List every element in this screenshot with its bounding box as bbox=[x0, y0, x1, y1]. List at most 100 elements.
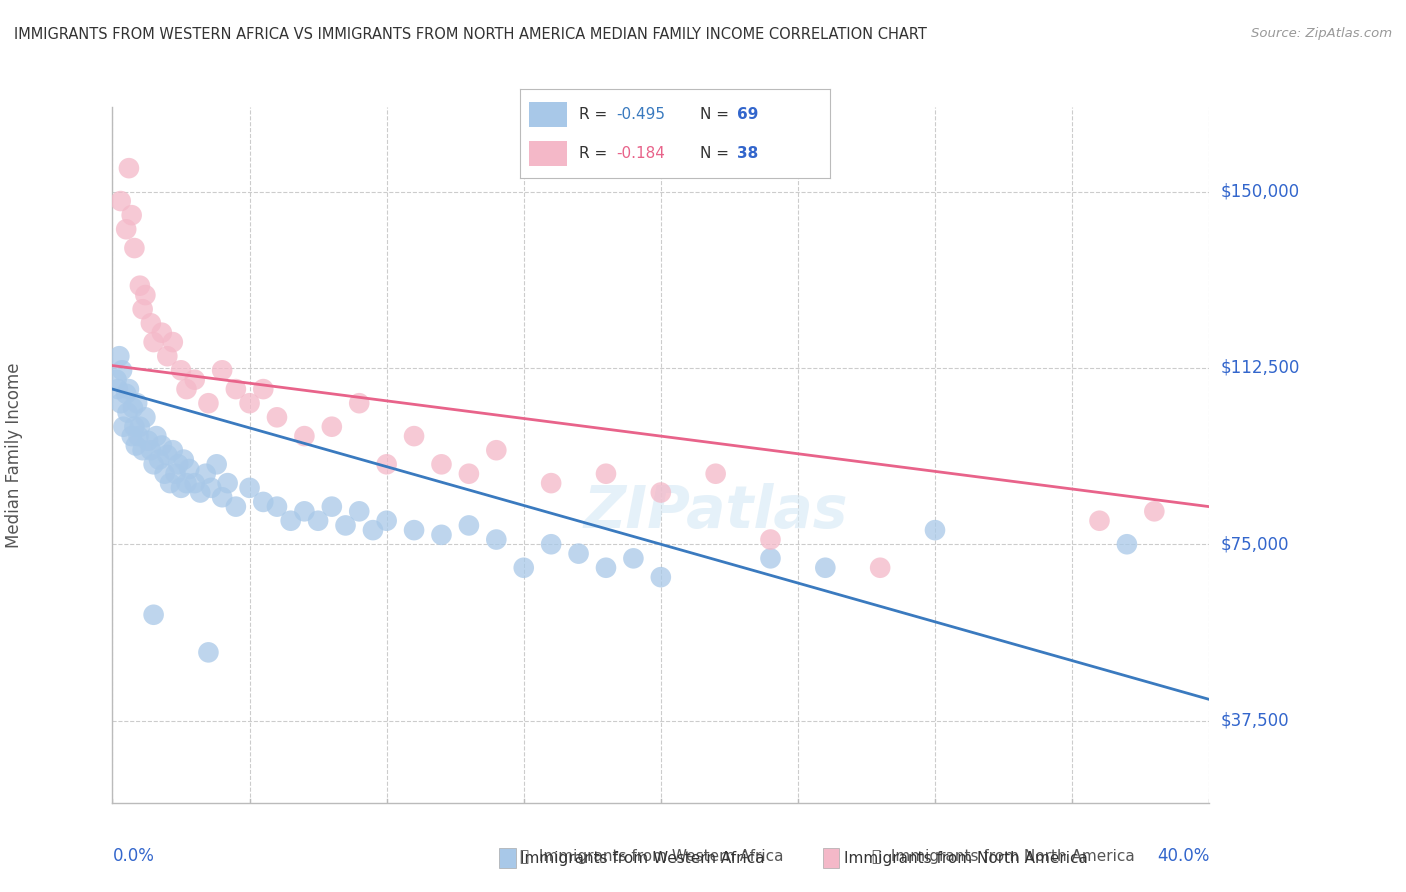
Point bbox=[1143, 504, 1166, 518]
Point bbox=[156, 349, 179, 363]
Point bbox=[105, 373, 128, 387]
Point bbox=[595, 560, 617, 574]
Point bbox=[225, 500, 247, 514]
Point bbox=[127, 396, 149, 410]
Text: IMMIGRANTS FROM WESTERN AFRICA VS IMMIGRANTS FROM NORTH AMERICA MEDIAN FAMILY IN: IMMIGRANTS FROM WESTERN AFRICA VS IMMIGR… bbox=[14, 27, 927, 42]
Point bbox=[375, 458, 398, 472]
Point bbox=[211, 363, 233, 377]
Point bbox=[131, 443, 153, 458]
Point bbox=[349, 504, 371, 518]
Text: $112,500: $112,500 bbox=[1220, 359, 1299, 377]
Point bbox=[110, 396, 132, 410]
Text: Median Family Income: Median Family Income bbox=[6, 362, 22, 548]
Point bbox=[225, 382, 247, 396]
Point bbox=[292, 429, 315, 443]
Point bbox=[211, 490, 233, 504]
Text: 40.0%: 40.0% bbox=[1157, 847, 1209, 865]
Point bbox=[321, 419, 343, 434]
Point bbox=[165, 467, 187, 481]
Point bbox=[239, 481, 262, 495]
Point bbox=[205, 458, 228, 472]
Point bbox=[869, 560, 891, 574]
Point bbox=[125, 438, 148, 452]
Text: Immigrants from Western Africa: Immigrants from Western Africa bbox=[520, 851, 765, 865]
Point bbox=[197, 645, 219, 659]
Text: -0.495: -0.495 bbox=[616, 107, 665, 121]
Point bbox=[176, 382, 198, 396]
Text: 0.0%: 0.0% bbox=[112, 847, 155, 865]
Point bbox=[170, 363, 193, 377]
Point bbox=[145, 429, 167, 443]
Point bbox=[142, 335, 165, 350]
Point bbox=[150, 326, 173, 340]
Point bbox=[129, 278, 152, 293]
Text: Source: ZipAtlas.com: Source: ZipAtlas.com bbox=[1251, 27, 1392, 40]
Point bbox=[335, 518, 357, 533]
Point bbox=[266, 410, 288, 425]
Point bbox=[513, 560, 536, 574]
Point bbox=[153, 467, 176, 481]
Point bbox=[197, 396, 219, 410]
Point bbox=[540, 476, 562, 491]
Point bbox=[170, 481, 193, 495]
Point bbox=[200, 481, 222, 495]
Point bbox=[404, 523, 426, 537]
Point bbox=[142, 607, 165, 622]
Text: 38: 38 bbox=[737, 146, 758, 161]
Point bbox=[404, 429, 426, 443]
Point bbox=[540, 537, 562, 551]
Text: R =: R = bbox=[579, 146, 612, 161]
Point bbox=[458, 518, 481, 533]
Point bbox=[118, 382, 141, 396]
Point bbox=[118, 161, 141, 176]
Point bbox=[134, 410, 156, 425]
Point bbox=[129, 419, 152, 434]
Point bbox=[150, 438, 173, 452]
Point bbox=[188, 485, 211, 500]
Text: 69: 69 bbox=[737, 107, 758, 121]
Text: ⬜  Immigrants from Western Africa: ⬜ Immigrants from Western Africa bbox=[520, 849, 783, 863]
Point bbox=[167, 458, 190, 472]
Point bbox=[148, 452, 170, 467]
Point bbox=[1088, 514, 1111, 528]
Text: -0.184: -0.184 bbox=[616, 146, 665, 161]
Point bbox=[307, 514, 329, 528]
Point bbox=[485, 533, 508, 547]
Text: Immigrants from North America: Immigrants from North America bbox=[844, 851, 1087, 865]
Point bbox=[156, 448, 179, 462]
Text: ⬜  Immigrants from North America: ⬜ Immigrants from North America bbox=[872, 849, 1135, 863]
Text: ZIPatlas: ZIPatlas bbox=[583, 483, 848, 540]
Text: N =: N = bbox=[700, 107, 734, 121]
Text: $150,000: $150,000 bbox=[1220, 183, 1299, 201]
Point bbox=[621, 551, 644, 566]
Point bbox=[1116, 537, 1139, 551]
FancyBboxPatch shape bbox=[530, 141, 567, 166]
Point bbox=[430, 528, 453, 542]
Point bbox=[128, 429, 150, 443]
Point bbox=[458, 467, 481, 481]
Point bbox=[115, 222, 138, 236]
Point bbox=[108, 349, 131, 363]
Point bbox=[485, 443, 508, 458]
Point bbox=[814, 560, 837, 574]
Point bbox=[704, 467, 727, 481]
Point bbox=[134, 288, 156, 302]
Point bbox=[239, 396, 262, 410]
Point bbox=[111, 363, 134, 377]
Point bbox=[280, 514, 302, 528]
Point bbox=[183, 476, 207, 491]
Point bbox=[112, 419, 135, 434]
Point bbox=[924, 523, 946, 537]
Point bbox=[568, 547, 591, 561]
Point bbox=[252, 495, 274, 509]
Point bbox=[131, 302, 153, 317]
Point bbox=[650, 570, 672, 584]
Point bbox=[292, 504, 315, 518]
Point bbox=[121, 208, 143, 222]
Point bbox=[139, 443, 162, 458]
Point bbox=[650, 485, 672, 500]
Point bbox=[139, 316, 162, 330]
Point bbox=[176, 476, 198, 491]
Point bbox=[217, 476, 239, 491]
Point bbox=[159, 476, 181, 491]
